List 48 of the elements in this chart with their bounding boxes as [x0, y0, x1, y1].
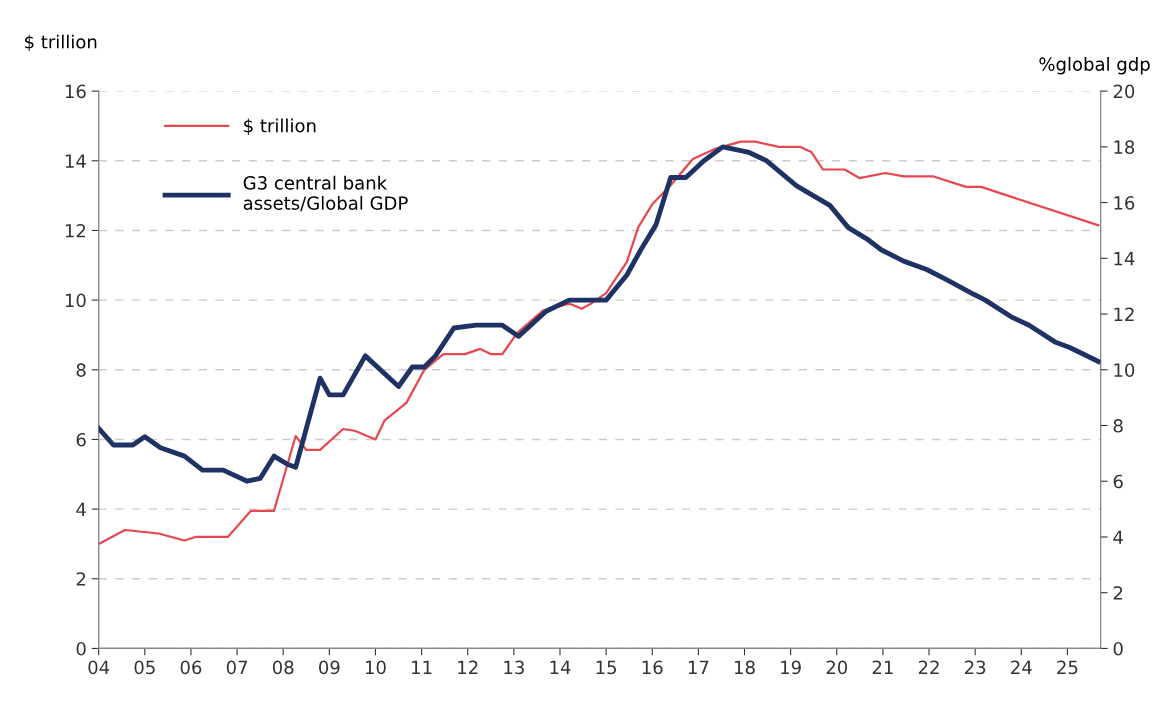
- x-tick-label: 05: [134, 660, 155, 675]
- y2-tick-label: 16: [1114, 196, 1135, 210]
- y-tick-label: 10: [65, 293, 86, 308]
- x-tick-label: 12: [458, 660, 478, 674]
- y2-tick-label: 20: [1113, 84, 1135, 99]
- y2-axis-title: %global gdp: [1039, 56, 1150, 75]
- y-tick-label: 0: [76, 641, 86, 656]
- x-tick-label: 10: [365, 660, 386, 675]
- y2-tick-label: 8: [1113, 418, 1123, 433]
- x-tick-label: 09: [319, 660, 340, 675]
- y2-tick-label: 4: [1113, 530, 1123, 544]
- x-tick-label: 25: [1057, 660, 1078, 675]
- y-tick-label: 2: [76, 572, 86, 586]
- x-tick-label: 18: [735, 660, 755, 675]
- y-tick-label: 12: [65, 223, 86, 238]
- y2-tick-label: 10: [1114, 363, 1135, 377]
- x-tick-label: 07: [226, 660, 248, 675]
- x-tick-label: 19: [781, 660, 801, 675]
- y2-tick-label: 12: [1114, 307, 1134, 321]
- y2-tick-label: 2: [1113, 586, 1123, 600]
- x-tick-label: 04: [88, 660, 110, 675]
- x-tick-label: 13: [504, 660, 524, 675]
- line-series: [98, 140, 1100, 546]
- y2-tick-label: 18: [1114, 140, 1135, 154]
- y2-tick-label: 0: [1113, 641, 1123, 656]
- x-tick-label: 23: [964, 660, 986, 675]
- x-tick-label: 20: [826, 660, 848, 675]
- legend-label: G3 central bank assets/Global GDP: [243, 175, 408, 212]
- y-tick-label: 6: [76, 432, 86, 447]
- legend-label: $ trillion: [244, 118, 316, 135]
- x-tick-label: 15: [596, 660, 617, 675]
- x-tick-label: 16: [642, 660, 663, 675]
- x-tick-label: 21: [872, 660, 893, 674]
- y-tick-label: 8: [76, 363, 86, 377]
- x-tick-label: 24: [1011, 660, 1032, 674]
- x-tick-label: 22: [918, 660, 939, 674]
- y-tick-label: 14: [65, 154, 86, 168]
- line-series: [98, 144, 1101, 484]
- x-tick-label: 06: [180, 660, 202, 675]
- y-tick-label: 16: [65, 84, 86, 99]
- x-tick-label: 08: [272, 660, 294, 675]
- x-tick-label: 14: [550, 660, 571, 674]
- y2-tick-label: 14: [1114, 252, 1135, 266]
- x-tick-label: 11: [412, 660, 432, 674]
- y2-tick-label: 6: [1113, 474, 1123, 489]
- y-tick-label: 4: [76, 502, 86, 516]
- y-axis-title: $ trillion: [25, 34, 97, 52]
- x-tick-label: 17: [688, 660, 709, 674]
